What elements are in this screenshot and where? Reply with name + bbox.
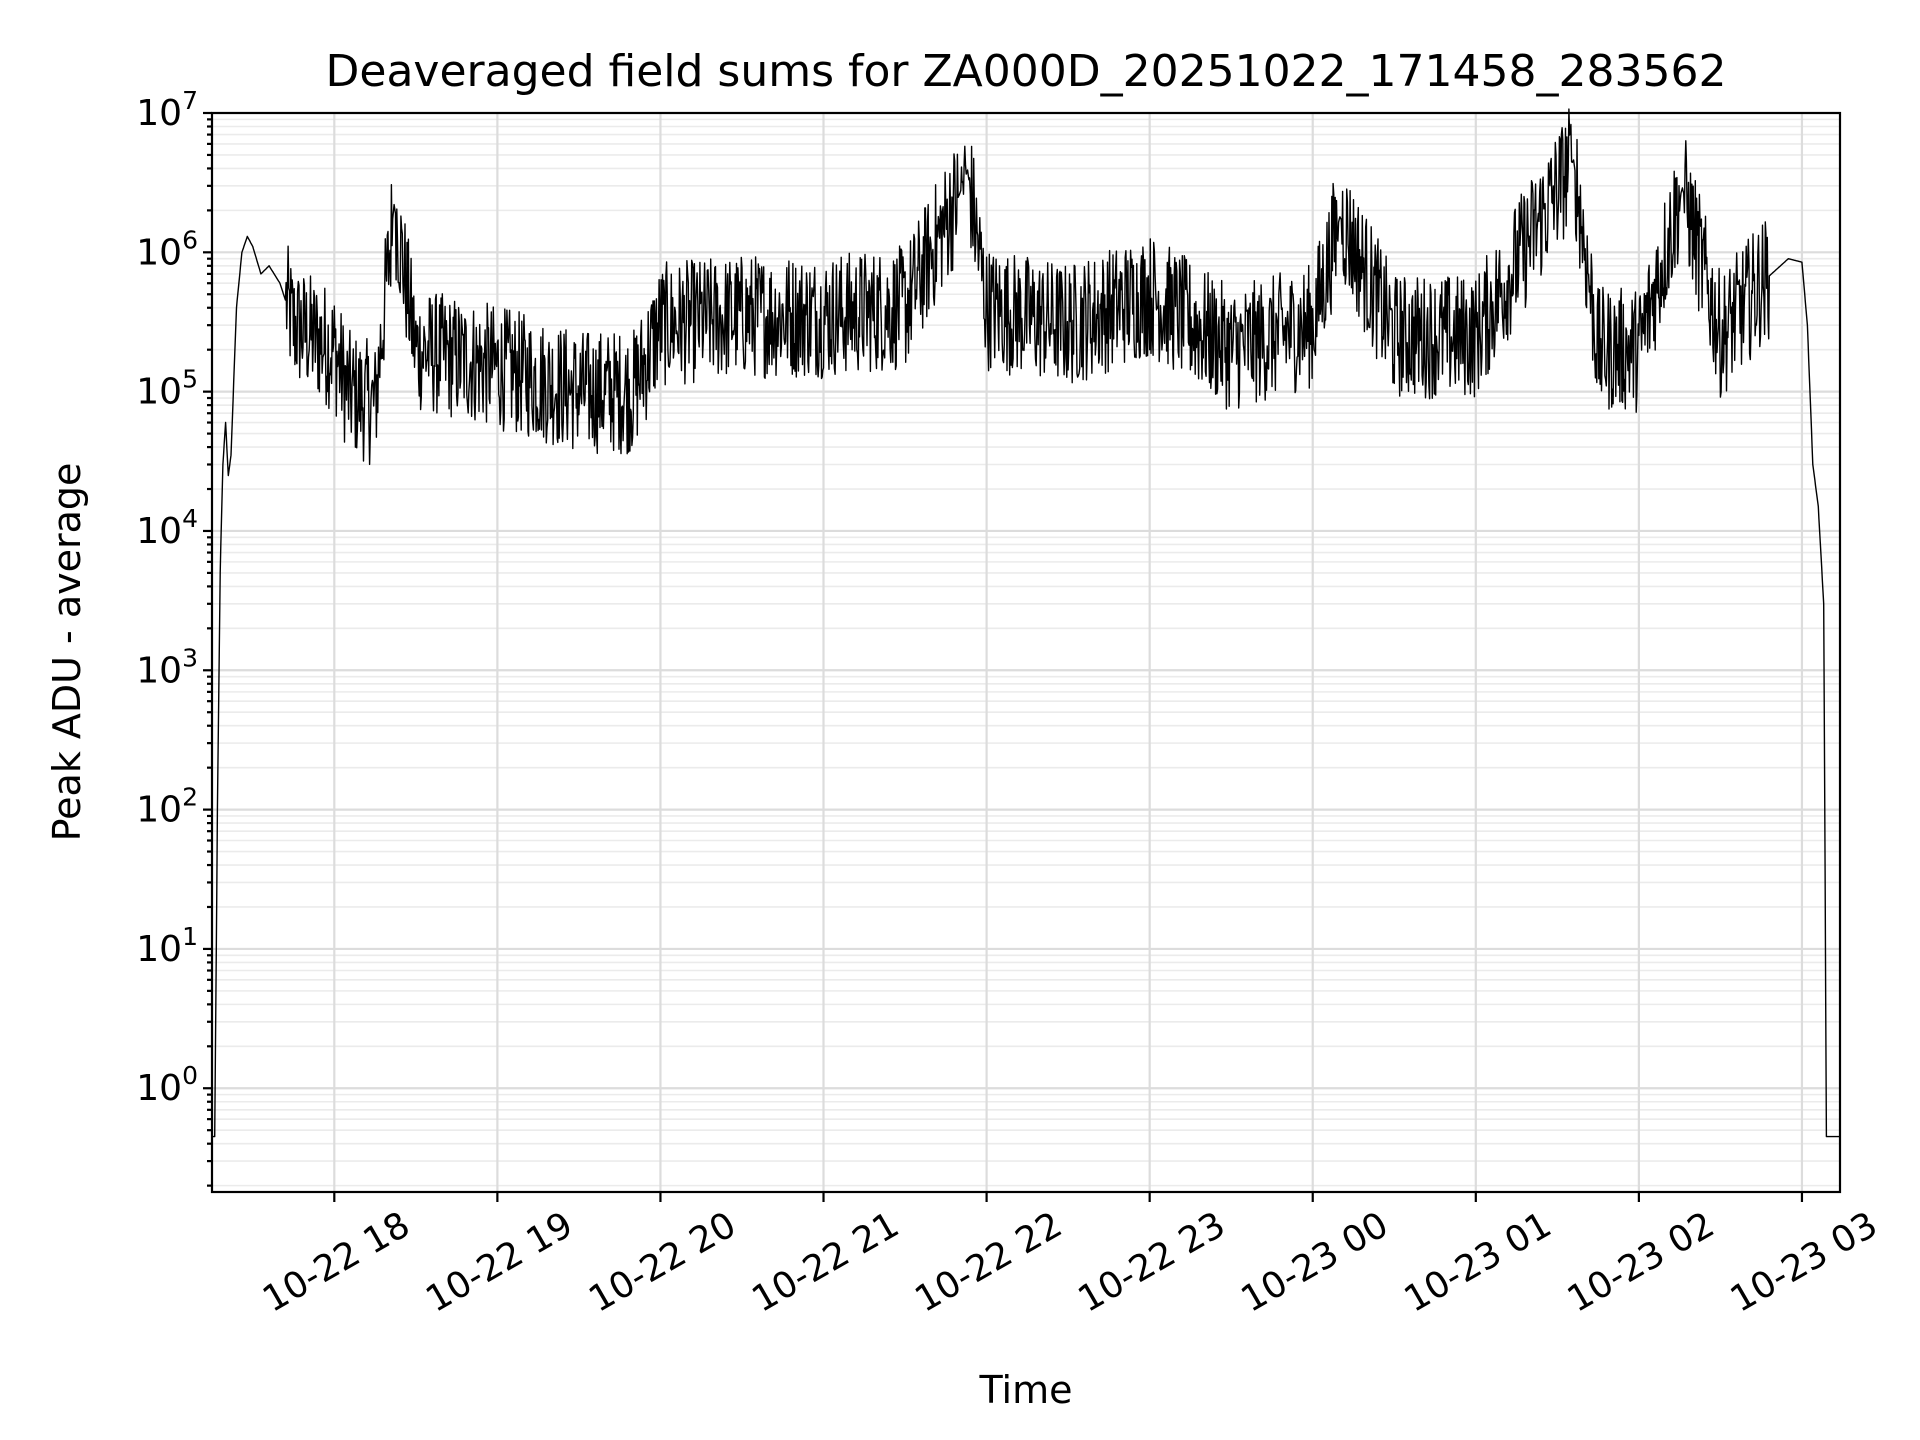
y-tick-base: 10	[136, 93, 182, 134]
y-tick-exponent: 1	[182, 922, 198, 951]
y-tick-base: 10	[136, 790, 182, 831]
y-tick-label: 107	[136, 86, 198, 134]
y-tick-base: 10	[136, 372, 182, 413]
series-line	[212, 108, 1840, 1138]
y-tick-base: 10	[136, 1068, 182, 1109]
y-tick-label: 102	[136, 783, 198, 831]
x-axis-label: Time	[979, 1368, 1073, 1412]
plot-frame	[210, 111, 1842, 1194]
y-tick-label: 106	[136, 225, 198, 273]
y-tick-label: 105	[136, 365, 198, 413]
y-tick-base: 10	[136, 232, 182, 273]
y-tick-base: 10	[136, 929, 182, 970]
y-tick-exponent: 4	[182, 504, 198, 533]
y-tick-base: 10	[136, 511, 182, 552]
y-axis-label: Peak ADU - average	[45, 463, 89, 842]
y-tick-exponent: 0	[182, 1061, 198, 1090]
y-tick-exponent: 7	[182, 86, 198, 115]
grid	[212, 111, 1840, 1192]
y-tick-exponent: 6	[182, 225, 198, 254]
y-tick-label: 104	[136, 504, 198, 552]
y-tick-exponent: 2	[182, 783, 198, 812]
y-tick-base: 10	[136, 650, 182, 691]
y-tick-label: 101	[136, 922, 198, 970]
y-tick-label: 103	[136, 643, 198, 691]
y-tick-exponent: 5	[182, 365, 198, 394]
chart-title: Deaveraged field sums for ZA000D_2025102…	[326, 46, 1727, 97]
series-layer	[212, 108, 1840, 1138]
ticks	[203, 111, 1804, 1202]
y-tick-exponent: 3	[182, 643, 198, 672]
y-tick-label: 100	[136, 1061, 198, 1109]
